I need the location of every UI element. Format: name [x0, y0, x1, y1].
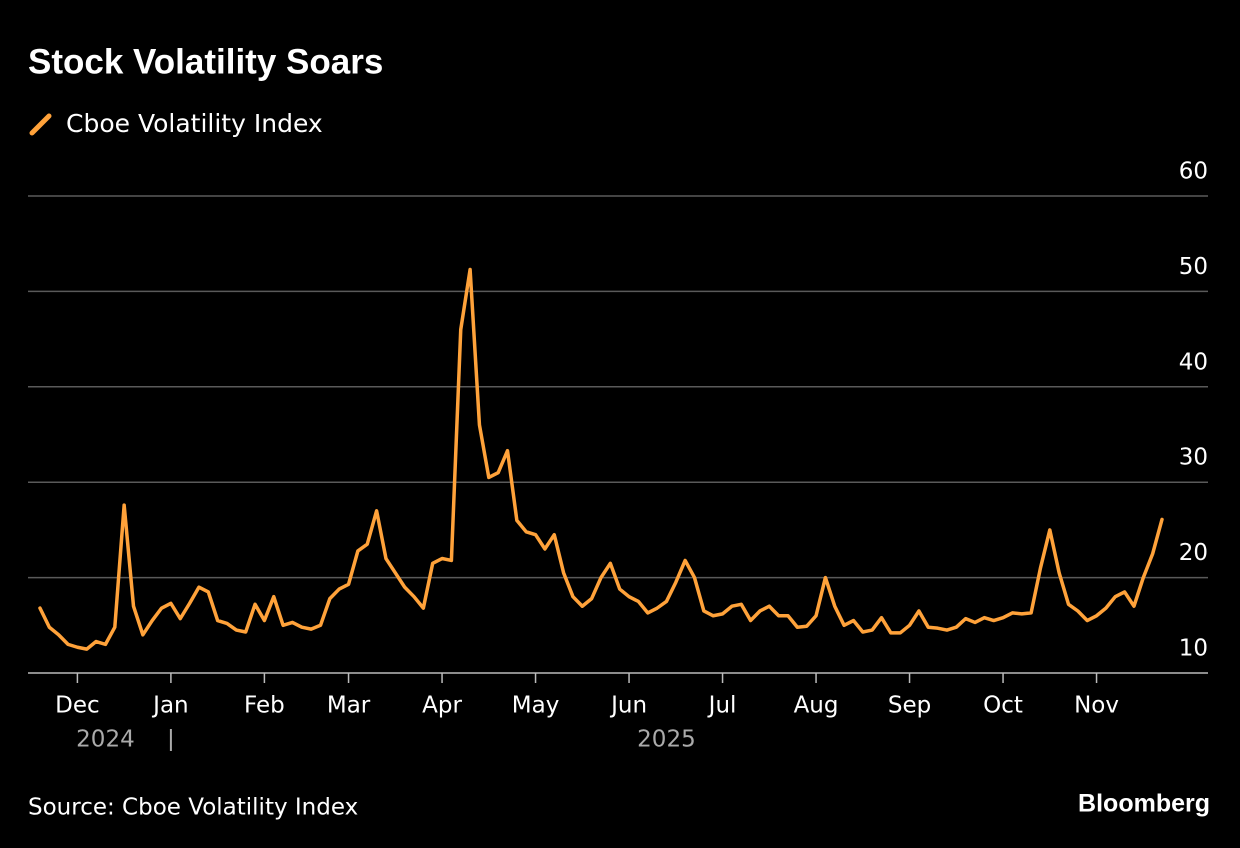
y-tick-label: 60: [1179, 159, 1208, 185]
y-tick-label: 30: [1179, 445, 1208, 471]
x-tick-label: Feb: [244, 693, 285, 719]
x-tick-label: Dec: [55, 693, 100, 719]
x-tick-label: Jun: [609, 693, 647, 719]
x-tick-label: May: [512, 693, 560, 719]
source: Source: Cboe Volatility Index: [28, 795, 358, 821]
x-tick-label: Jul: [707, 693, 737, 719]
x-tick-label: Jan: [151, 693, 188, 719]
x-tick-label: Oct: [983, 693, 1023, 719]
x-tick-label: Apr: [422, 693, 462, 719]
x-tick-label: Nov: [1074, 693, 1119, 719]
year-label: 2025: [637, 727, 696, 753]
y-tick-label: 40: [1179, 349, 1208, 375]
data-line: [38, 267, 1164, 651]
year-label: 2024: [76, 727, 135, 753]
y-tick-label: 10: [1179, 636, 1208, 662]
legend-swatch: [29, 113, 52, 136]
x-tick-label: Aug: [794, 693, 839, 719]
x-tick-label: Sep: [888, 693, 931, 719]
legend-label: Cboe Volatility Index: [66, 109, 323, 138]
y-tick-label: 50: [1179, 254, 1208, 280]
y-tick-label: 20: [1179, 540, 1208, 566]
x-tick-label: Mar: [327, 693, 371, 719]
chart-title: Stock Volatility Soars: [28, 42, 383, 81]
credit: Bloomberg: [1078, 790, 1210, 818]
